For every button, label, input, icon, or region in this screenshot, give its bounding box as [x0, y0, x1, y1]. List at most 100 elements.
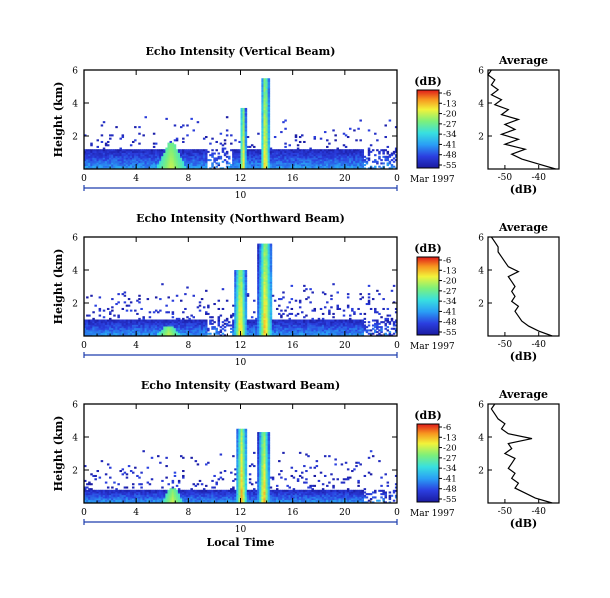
- heatmap-cell: [182, 155, 185, 158]
- heatmap-cell: [150, 157, 154, 160]
- heatmap-cell: [328, 311, 331, 314]
- heatmap-cell: [240, 279, 243, 282]
- heatmap-cell: [179, 499, 183, 502]
- heatmap-cell: [263, 111, 266, 114]
- heatmap-cell: [282, 332, 285, 335]
- heatmap-cell: [165, 154, 168, 157]
- heatmap-cell: [217, 319, 221, 322]
- heatmap-cell: [353, 160, 356, 163]
- heatmap-cell: [161, 327, 164, 330]
- heatmap-cell: [359, 160, 362, 163]
- heatmap-cell: [142, 154, 145, 157]
- heatmap-cell: [169, 493, 173, 496]
- heatmap-cell: [257, 316, 260, 319]
- heatmap-cell: [342, 332, 346, 335]
- heatmap-cell: [282, 321, 285, 324]
- heatmap-cell: [255, 154, 258, 157]
- heatmap-cell: [127, 152, 131, 155]
- heatmap-cell: [148, 322, 152, 325]
- heatmap-cell: [313, 319, 317, 322]
- heatmap-cell: [129, 165, 133, 168]
- heatmap-cell: [319, 321, 323, 324]
- heatmap-cell: [365, 331, 369, 334]
- heatmap-cell: [179, 498, 183, 501]
- heatmap-cell: [246, 293, 250, 296]
- heatmap-cell: [221, 489, 225, 492]
- heatmap-cell: [196, 493, 200, 496]
- heatmap-cell: [119, 331, 122, 334]
- heatmap-cell: [244, 111, 248, 114]
- heatmap-cell: [136, 155, 139, 158]
- heatmap-cell: [311, 329, 314, 332]
- heatmap-cell: [154, 332, 158, 335]
- heatmap-cell: [286, 152, 289, 155]
- heatmap-cell: [192, 294, 195, 297]
- heatmap-cell: [213, 159, 216, 162]
- heatmap-cell: [117, 322, 120, 325]
- heatmap-cell: [173, 147, 177, 150]
- heatmap-cell: [119, 332, 122, 335]
- heatmap-cell: [374, 307, 377, 310]
- heatmap-cell: [142, 150, 145, 153]
- heatmap-cell: [119, 498, 122, 501]
- heatmap-cell: [115, 149, 118, 152]
- heatmap-cell: [246, 157, 250, 160]
- heatmap-cell: [234, 306, 237, 309]
- heatmap-cell: [221, 307, 225, 310]
- heatmap-cell: [257, 332, 260, 335]
- heatmap-cell: [104, 165, 108, 168]
- heatmap-cell: [167, 162, 170, 165]
- profile-y-tick-label: 4: [478, 100, 484, 110]
- heatmap-cell: [349, 164, 352, 167]
- heatmap-cell: [150, 499, 154, 502]
- heatmap-cell: [242, 149, 246, 152]
- heatmap-cell: [267, 255, 271, 258]
- heatmap-cell: [246, 149, 250, 152]
- heatmap-cell: [161, 329, 164, 332]
- heatmap-cell: [340, 150, 344, 153]
- heatmap-cell: [359, 150, 362, 153]
- heatmap-cell: [263, 326, 266, 329]
- heatmap-cell: [380, 321, 383, 324]
- heatmap-cell: [309, 327, 312, 330]
- heatmap-cell: [296, 331, 300, 334]
- heatmap-cell: [144, 494, 147, 497]
- heatmap-cell: [261, 140, 264, 143]
- heatmap-cell: [246, 155, 250, 158]
- heatmap-cell: [161, 149, 164, 152]
- heatmap-cell: [117, 164, 120, 167]
- heatmap-cell: [265, 258, 269, 261]
- heatmap-cell: [131, 322, 135, 325]
- heatmap-cell: [334, 324, 337, 327]
- heatmap-cell: [257, 268, 260, 271]
- heatmap-cell: [129, 144, 133, 147]
- heatmap-cell: [344, 322, 348, 325]
- heatmap-cell: [217, 162, 221, 165]
- heatmap-cell: [163, 329, 166, 332]
- heatmap-cell: [326, 149, 329, 152]
- profile-x-tick-label: -40: [531, 340, 546, 350]
- heatmap-cell: [169, 329, 173, 332]
- heatmap-cell: [88, 488, 91, 491]
- heatmap-cell: [275, 149, 279, 152]
- heatmap-cell: [186, 489, 189, 492]
- heatmap-cell: [106, 160, 110, 163]
- heatmap-cell: [288, 327, 291, 330]
- heatmap-cell: [280, 332, 283, 335]
- heatmap-cell: [131, 152, 135, 155]
- heatmap-cell: [154, 489, 158, 492]
- heatmap-cell: [173, 321, 177, 324]
- heatmap-cell: [265, 86, 269, 89]
- heatmap-cell: [100, 164, 104, 167]
- heatmap-cell: [167, 147, 170, 150]
- heatmap-cell: [196, 494, 200, 497]
- heatmap-cell: [265, 324, 269, 327]
- heatmap-cell: [179, 324, 183, 327]
- heatmap-cell: [205, 312, 208, 315]
- heatmap-cell: [244, 326, 248, 329]
- heatmap-cell: [186, 160, 189, 163]
- heatmap-cell: [184, 150, 187, 153]
- heatmap-cell: [142, 162, 145, 165]
- heatmap-cell: [376, 162, 379, 165]
- heatmap-cell: [84, 154, 87, 157]
